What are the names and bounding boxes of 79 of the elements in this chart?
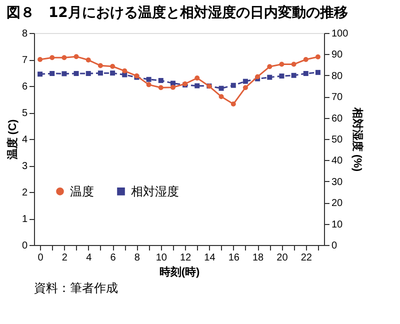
point [98, 63, 103, 68]
y2-tick-label: 80 [332, 70, 344, 82]
y-axis-title: 温度 (C) [6, 119, 19, 161]
point [279, 74, 284, 79]
x-tick-label: 14 [204, 252, 216, 264]
y2-axis-title: 相対湿度 (%) [351, 106, 364, 172]
y-tick-label: 3 [22, 161, 28, 172]
point [242, 85, 248, 90]
point [194, 76, 200, 81]
y2-tick-label: 60 [332, 113, 344, 124]
x-axis-title: 時刻(時) [159, 266, 200, 278]
point [194, 83, 200, 88]
chart-title: 図８ 12月における温度と相対湿度の日内変動の推移 [6, 4, 348, 21]
point [170, 80, 176, 86]
point [74, 54, 79, 60]
point [122, 72, 128, 78]
point [170, 84, 176, 90]
legend-label: 温度 [70, 184, 94, 198]
point [86, 70, 91, 76]
x-tick-label: 8 [134, 252, 140, 264]
point [122, 68, 128, 74]
point [218, 94, 224, 100]
point [110, 64, 116, 69]
point [303, 70, 308, 76]
y-tick-label: 8 [22, 28, 28, 40]
point [146, 76, 152, 82]
y2-tick-label: 50 [332, 134, 344, 146]
point [291, 72, 296, 78]
y-tick-label: 2 [22, 188, 28, 198]
y2-tick-label: 70 [332, 92, 344, 104]
point [230, 102, 236, 107]
point [267, 64, 272, 70]
y-tick-label: 6 [22, 82, 28, 92]
point [279, 62, 284, 67]
point [62, 71, 67, 76]
point [267, 74, 272, 80]
x-tick-label: 2 [62, 252, 68, 264]
point [62, 55, 67, 60]
point [315, 70, 320, 75]
point [74, 70, 79, 76]
x-tick-label: 4 [86, 252, 92, 264]
y2-tick-label: 30 [332, 176, 344, 188]
x-tick-label: 22 [300, 252, 312, 264]
point [50, 70, 55, 76]
text: 資料：筆者作成 [34, 281, 118, 295]
legend-label: 相対湿度 [131, 184, 179, 198]
point [98, 70, 103, 76]
x-tick-label: 18 [252, 252, 264, 264]
y2-tick-label: 0 [332, 240, 338, 252]
y-tick-label: 4 [22, 134, 28, 146]
point [303, 57, 308, 62]
y-tick-label: 5 [22, 108, 28, 119]
y2-tick-label: 100 [332, 28, 349, 40]
y-tick-label: 7 [22, 55, 28, 66]
y2-tick-label: 90 [332, 50, 344, 61]
x-tick-label: 6 [110, 252, 116, 264]
x-tick-label: 0 [38, 252, 44, 264]
y2-tick-label: 10 [332, 219, 344, 230]
point [158, 78, 164, 83]
x-tick-label: 16 [228, 252, 240, 264]
y2-tick-label: 20 [332, 198, 344, 210]
point [146, 82, 152, 88]
y-tick-label: 1 [22, 214, 28, 225]
y2-tick-label: 40 [332, 156, 344, 167]
point [38, 72, 43, 77]
point [86, 58, 91, 63]
x-tick-label: 20 [276, 252, 288, 264]
point [291, 62, 296, 67]
x-tick-label: 12 [180, 252, 192, 264]
point [50, 55, 55, 60]
y-tick-label: 0 [22, 240, 28, 252]
x-tick-label: 10 [156, 252, 168, 264]
point [158, 85, 164, 90]
point [38, 57, 43, 62]
point [315, 54, 320, 60]
point [230, 82, 236, 88]
point [242, 78, 248, 84]
point [110, 70, 116, 76]
point [218, 86, 224, 91]
